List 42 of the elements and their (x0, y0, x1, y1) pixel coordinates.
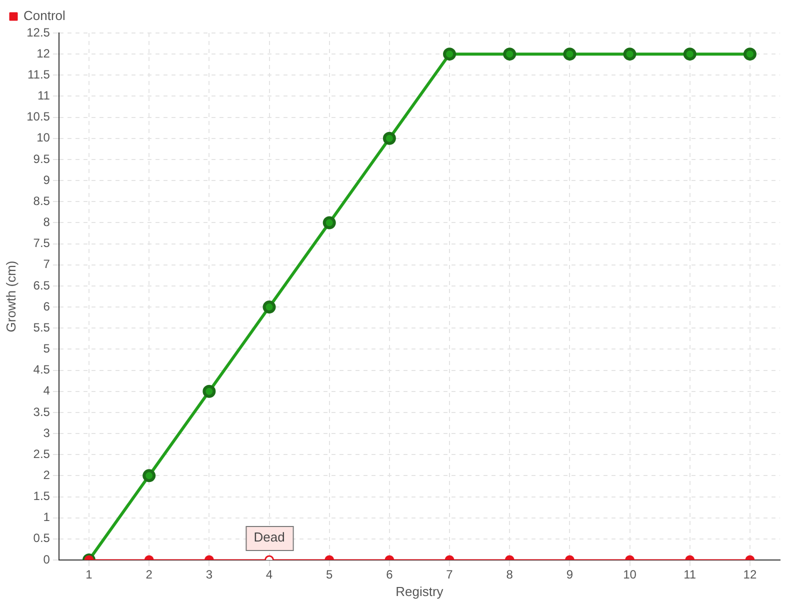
y-tick-label: 5 (43, 342, 50, 356)
x-tick-label: 6 (386, 568, 394, 582)
x-tick-label: 4 (266, 568, 273, 582)
x-tick-label: 2 (146, 568, 153, 582)
y-axis-title: Growth (cm) (3, 260, 18, 332)
y-tick-label: 2.5 (33, 446, 50, 461)
y-tick-label: 11 (37, 88, 50, 103)
x-tick-label: 10 (623, 568, 637, 582)
y-tick-label: 7.5 (33, 236, 50, 250)
y-tick-label: 12 (36, 46, 50, 60)
y-tick-label: 4 (43, 384, 50, 398)
x-tick-label: 9 (566, 568, 574, 582)
x-tick-label: 5 (326, 568, 334, 582)
y-tick-label: 3.5 (33, 404, 50, 419)
x-tick-label: 12 (743, 568, 757, 582)
y-tick-label: 5.5 (33, 320, 50, 334)
y-tick-label: 6 (43, 299, 50, 314)
x-tick-label: 7 (446, 568, 454, 582)
y-tick-label: 9 (43, 172, 50, 187)
y-tick-label: 8.5 (33, 194, 50, 208)
x-tick-label: 8 (506, 568, 514, 582)
y-tick-label: 9.5 (33, 152, 50, 166)
y-tick-label: 4.5 (33, 362, 50, 377)
y-tick-label: 0 (43, 552, 50, 566)
y-tick-label: 7 (43, 257, 50, 272)
y-tick-label: 11.5 (27, 67, 50, 82)
y-tick-label: 8 (43, 215, 50, 230)
x-tick-label: 1 (86, 568, 93, 582)
legend-label: Control (24, 8, 66, 24)
y-tick-label: 1 (43, 510, 50, 524)
y-tick-label: 10.5 (26, 110, 50, 124)
y-tick-label: 3 (43, 426, 50, 440)
y-tick-label: 2 (43, 468, 50, 482)
x-tick-label: 11 (684, 568, 696, 582)
y-tick-label: 1.5 (33, 489, 50, 504)
x-axis-title: Registry (396, 584, 444, 599)
y-tick-label: 0.5 (33, 531, 50, 546)
x-tick-label: 3 (206, 568, 213, 582)
y-tick-label: 6.5 (33, 278, 50, 292)
y-tick-label: 12.5 (26, 25, 50, 40)
y-tick-label: 10 (36, 130, 50, 145)
annotation: Dead (254, 530, 285, 545)
